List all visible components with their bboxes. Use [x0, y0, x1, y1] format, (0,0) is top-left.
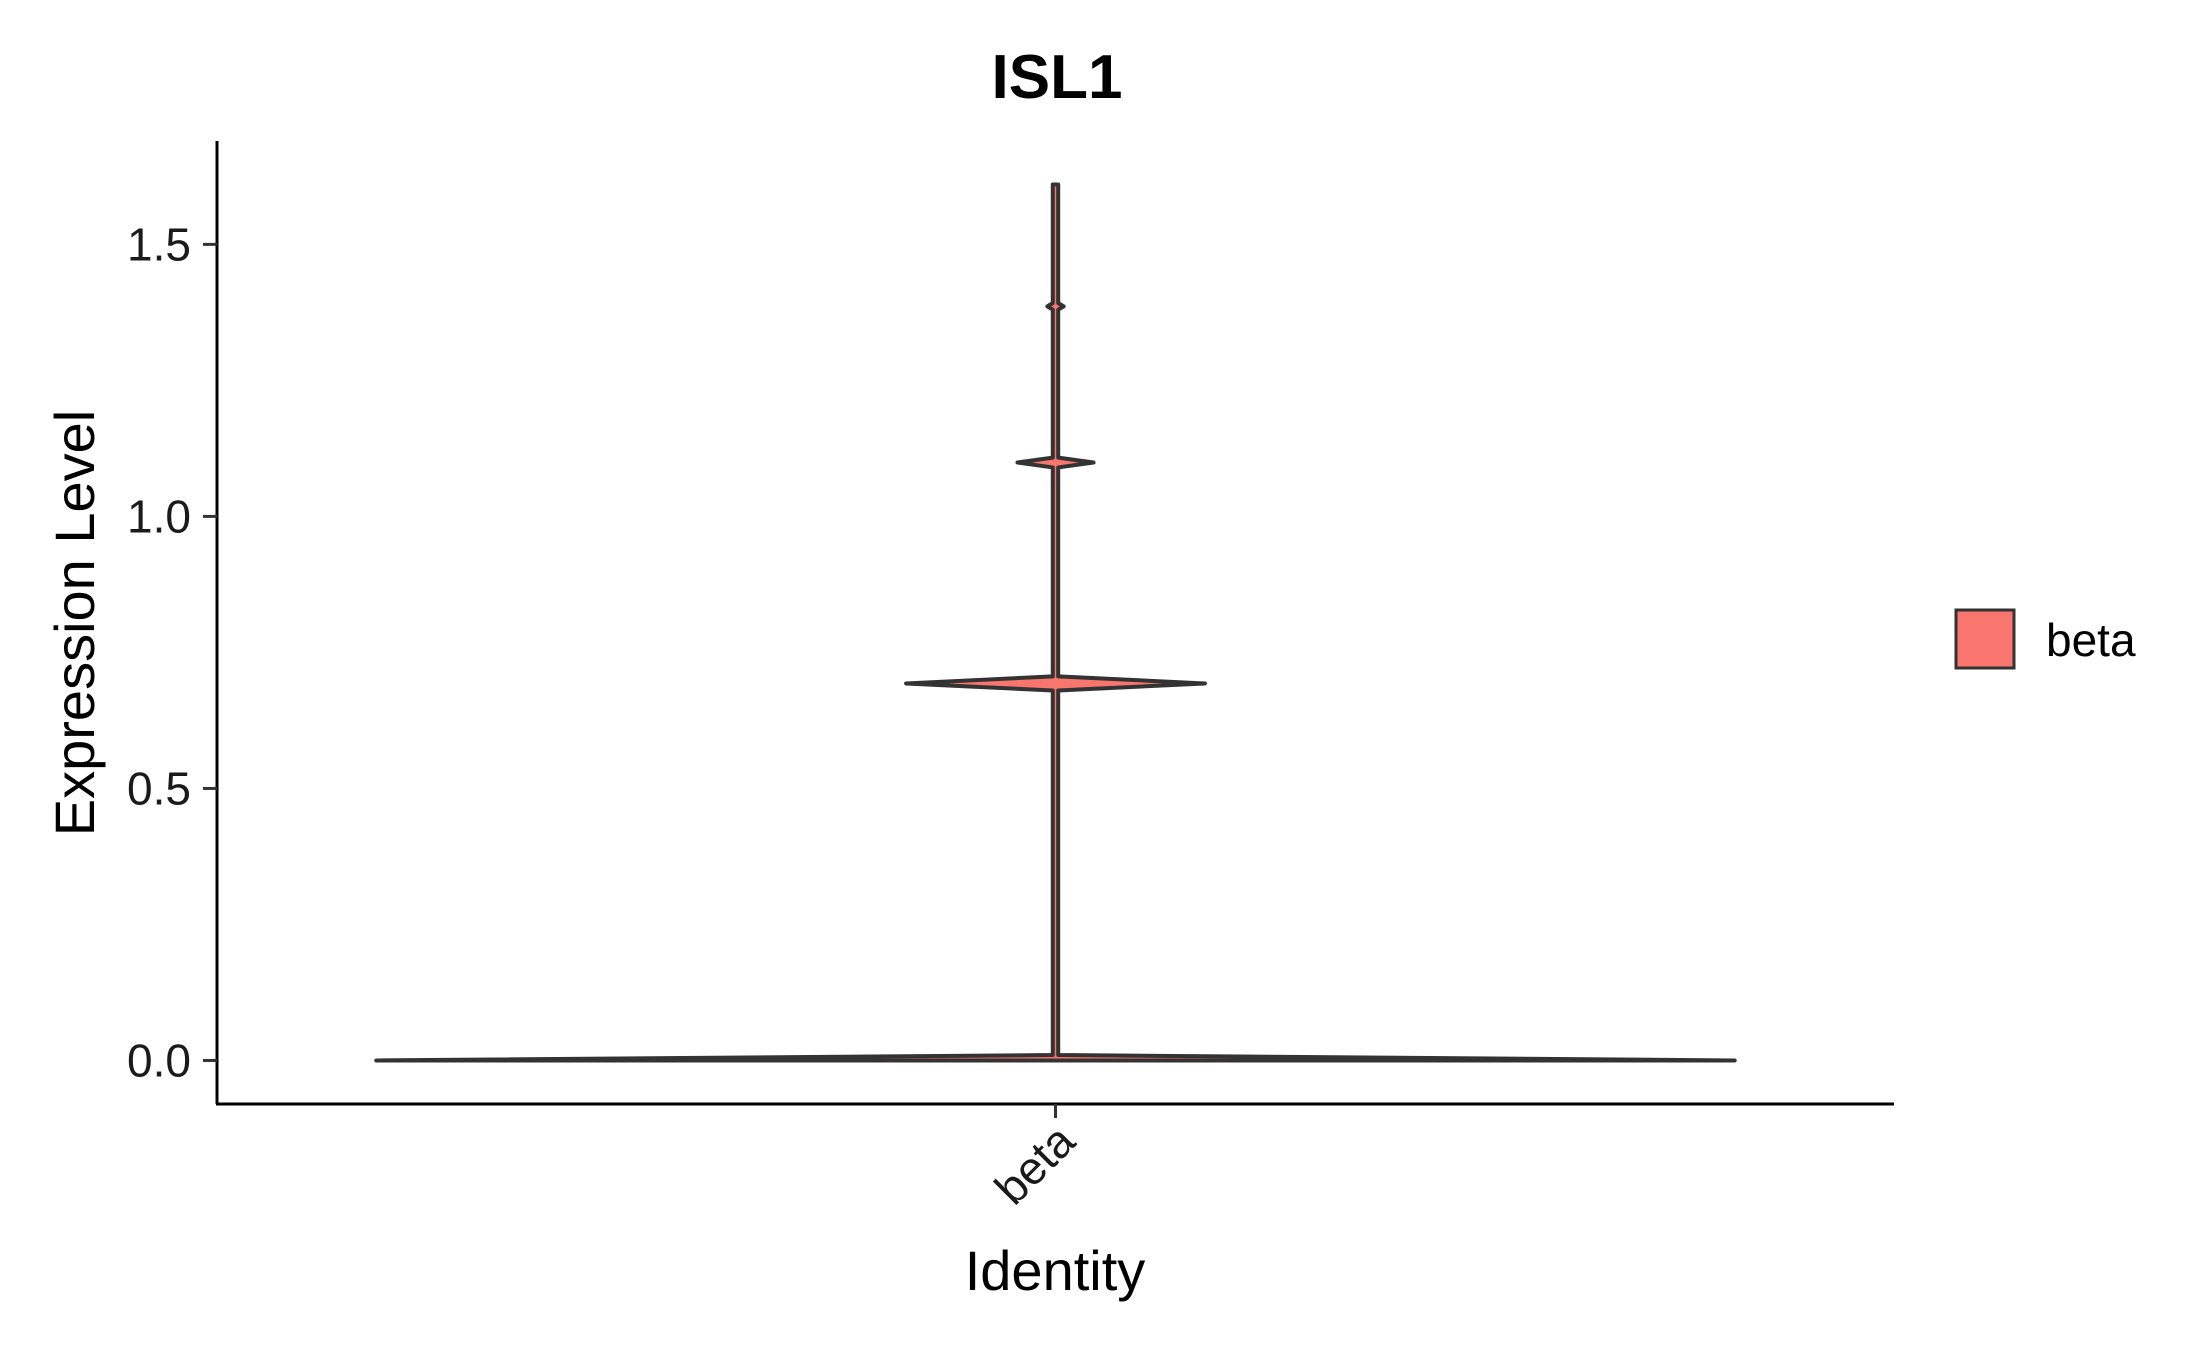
y-tick-label: 0.5: [127, 762, 191, 814]
x-ticks: beta: [984, 1104, 1085, 1214]
x-axis-title: Identity: [965, 1239, 1146, 1302]
y-tick-label: 1.5: [127, 218, 191, 270]
y-axis-title: Expression Level: [43, 410, 106, 836]
legend: beta: [1954, 608, 2136, 670]
y-tick-label: 0.0: [127, 1034, 191, 1086]
violin-beta: [374, 182, 1737, 1063]
violin-layer: [374, 182, 1737, 1063]
legend-key-beta: [1954, 608, 2016, 670]
legend-label-beta: beta: [2046, 614, 2136, 666]
y-tick-label: 1.0: [127, 490, 191, 542]
y-ticks: 0.0 0.5 1.0 1.5: [127, 218, 217, 1086]
chart-title: ISL1: [992, 43, 1123, 112]
x-tick-label: beta: [984, 1114, 1084, 1214]
